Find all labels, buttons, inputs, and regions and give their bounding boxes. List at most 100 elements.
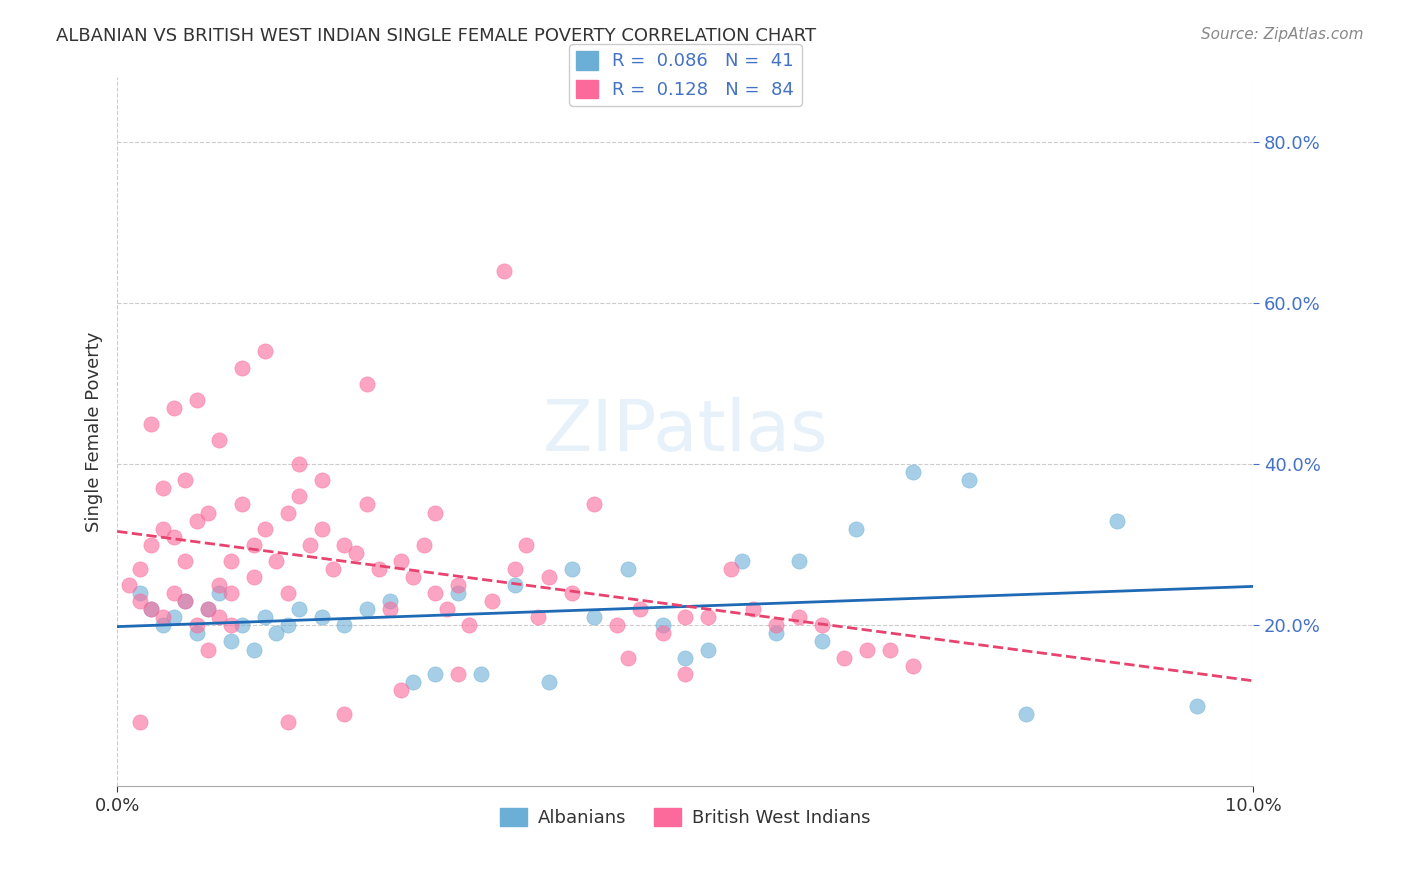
Point	[356, 602, 378, 616]
Point	[242, 570, 264, 584]
Point	[311, 610, 333, 624]
Point	[242, 538, 264, 552]
Point	[1185, 698, 1208, 713]
Point	[378, 594, 401, 608]
Point	[651, 626, 673, 640]
Point	[503, 562, 526, 576]
Point	[163, 401, 186, 415]
Point	[425, 506, 447, 520]
Point	[673, 650, 696, 665]
Text: ZIPatlas: ZIPatlas	[543, 398, 828, 467]
Point	[288, 457, 311, 471]
Legend: Albanians, British West Indians: Albanians, British West Indians	[494, 800, 877, 834]
Point	[219, 634, 242, 648]
Point	[174, 473, 197, 487]
Point	[389, 554, 412, 568]
Point	[129, 586, 152, 600]
Point	[242, 642, 264, 657]
Point	[288, 602, 311, 616]
Point	[333, 706, 356, 721]
Point	[389, 682, 412, 697]
Point	[470, 666, 492, 681]
Point	[651, 618, 673, 632]
Point	[413, 538, 436, 552]
Point	[186, 392, 208, 407]
Point	[628, 602, 651, 616]
Point	[322, 562, 344, 576]
Point	[141, 417, 163, 431]
Point	[208, 433, 231, 447]
Point	[277, 506, 299, 520]
Point	[141, 538, 163, 552]
Point	[436, 602, 458, 616]
Point	[277, 586, 299, 600]
Point	[492, 264, 515, 278]
Point	[197, 506, 219, 520]
Point	[253, 522, 276, 536]
Point	[277, 714, 299, 729]
Y-axis label: Single Female Poverty: Single Female Poverty	[86, 332, 103, 533]
Point	[141, 602, 163, 616]
Point	[901, 465, 924, 479]
Point	[697, 610, 720, 624]
Point	[834, 650, 856, 665]
Point	[311, 473, 333, 487]
Point	[117, 578, 139, 592]
Point	[401, 570, 423, 584]
Text: Source: ZipAtlas.com: Source: ZipAtlas.com	[1201, 27, 1364, 42]
Point	[583, 610, 606, 624]
Point	[141, 602, 163, 616]
Point	[515, 538, 537, 552]
Point	[606, 618, 628, 632]
Point	[356, 498, 378, 512]
Point	[129, 594, 152, 608]
Point	[957, 473, 980, 487]
Point	[219, 554, 242, 568]
Point	[264, 626, 287, 640]
Point	[561, 562, 583, 576]
Point	[356, 376, 378, 391]
Point	[731, 554, 754, 568]
Point	[152, 610, 174, 624]
Point	[208, 610, 231, 624]
Point	[720, 562, 742, 576]
Point	[231, 498, 253, 512]
Point	[208, 578, 231, 592]
Point	[253, 610, 276, 624]
Point	[561, 586, 583, 600]
Point	[901, 658, 924, 673]
Point	[253, 344, 276, 359]
Point	[526, 610, 548, 624]
Point	[742, 602, 765, 616]
Point	[765, 626, 787, 640]
Point	[481, 594, 503, 608]
Point	[425, 586, 447, 600]
Point	[673, 666, 696, 681]
Point	[787, 554, 810, 568]
Point	[447, 578, 470, 592]
Point	[344, 546, 367, 560]
Point	[277, 618, 299, 632]
Point	[447, 666, 470, 681]
Point	[810, 618, 832, 632]
Point	[152, 522, 174, 536]
Point	[1105, 514, 1128, 528]
Point	[231, 360, 253, 375]
Point	[129, 714, 152, 729]
Point	[447, 586, 470, 600]
Point	[174, 594, 197, 608]
Point	[503, 578, 526, 592]
Point	[288, 490, 311, 504]
Point	[333, 538, 356, 552]
Point	[673, 610, 696, 624]
Point	[1015, 706, 1038, 721]
Point	[152, 618, 174, 632]
Point	[845, 522, 868, 536]
Point	[197, 602, 219, 616]
Point	[231, 618, 253, 632]
Point	[264, 554, 287, 568]
Point	[378, 602, 401, 616]
Point	[219, 586, 242, 600]
Point	[311, 522, 333, 536]
Point	[425, 666, 447, 681]
